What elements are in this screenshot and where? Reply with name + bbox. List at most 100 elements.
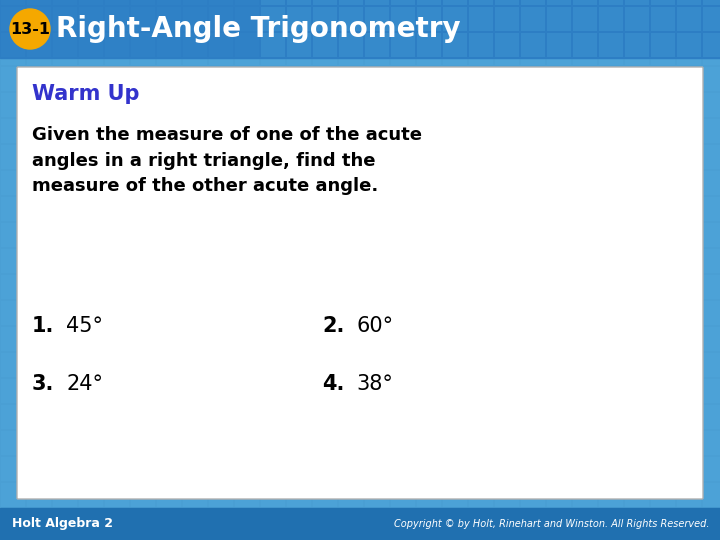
Bar bbox=[417, 93, 441, 117]
Bar bbox=[53, 249, 77, 273]
Bar bbox=[313, 67, 337, 91]
Bar bbox=[417, 249, 441, 273]
Bar bbox=[599, 119, 623, 143]
Bar bbox=[391, 405, 415, 429]
Bar bbox=[287, 145, 311, 169]
Bar bbox=[105, 457, 129, 481]
Bar bbox=[235, 93, 259, 117]
Bar bbox=[1, 327, 25, 351]
Bar bbox=[651, 275, 675, 299]
Bar bbox=[105, 275, 129, 299]
Bar bbox=[573, 301, 597, 325]
Bar bbox=[573, 405, 597, 429]
Bar bbox=[443, 379, 467, 403]
Bar bbox=[209, 431, 233, 455]
Bar bbox=[339, 67, 363, 91]
Bar bbox=[599, 7, 623, 31]
Bar bbox=[209, 457, 233, 481]
Bar bbox=[443, 119, 467, 143]
Bar bbox=[573, 457, 597, 481]
Text: 13-1: 13-1 bbox=[10, 22, 50, 37]
Bar bbox=[599, 249, 623, 273]
Bar bbox=[79, 197, 103, 221]
Bar bbox=[1, 431, 25, 455]
Bar bbox=[365, 353, 389, 377]
Bar bbox=[573, 249, 597, 273]
Text: 38°: 38° bbox=[356, 374, 393, 394]
Bar bbox=[339, 145, 363, 169]
Bar bbox=[547, 7, 571, 31]
Bar bbox=[157, 0, 181, 5]
Bar bbox=[339, 457, 363, 481]
Bar bbox=[443, 327, 467, 351]
Bar bbox=[677, 405, 701, 429]
Bar bbox=[313, 249, 337, 273]
Bar bbox=[157, 483, 181, 507]
Bar bbox=[469, 41, 493, 65]
Bar bbox=[287, 327, 311, 351]
Bar bbox=[105, 41, 129, 65]
Bar bbox=[313, 33, 337, 57]
Bar bbox=[703, 431, 720, 455]
Bar bbox=[521, 457, 545, 481]
Bar bbox=[677, 7, 701, 31]
Bar bbox=[105, 67, 129, 91]
Bar bbox=[131, 41, 155, 65]
Bar bbox=[183, 197, 207, 221]
Bar bbox=[53, 327, 77, 351]
Bar bbox=[79, 457, 103, 481]
Text: Right-Angle Trigonometry: Right-Angle Trigonometry bbox=[56, 15, 461, 43]
Bar bbox=[27, 119, 51, 143]
Bar bbox=[1, 119, 25, 143]
Bar bbox=[677, 275, 701, 299]
Bar bbox=[547, 119, 571, 143]
Bar bbox=[209, 405, 233, 429]
Bar bbox=[573, 197, 597, 221]
Bar bbox=[157, 405, 181, 429]
Bar bbox=[599, 171, 623, 195]
Bar bbox=[1, 457, 25, 481]
Bar bbox=[625, 33, 649, 57]
Bar bbox=[365, 405, 389, 429]
Bar bbox=[131, 249, 155, 273]
Bar bbox=[521, 171, 545, 195]
Bar bbox=[495, 145, 519, 169]
Bar bbox=[651, 171, 675, 195]
Text: Given the measure of one of the acute
angles in a right triangle, find the
measu: Given the measure of one of the acute an… bbox=[32, 126, 422, 195]
Bar bbox=[131, 353, 155, 377]
Bar bbox=[79, 7, 103, 31]
Bar bbox=[261, 41, 285, 65]
Bar bbox=[599, 457, 623, 481]
Bar bbox=[599, 353, 623, 377]
Text: 24°: 24° bbox=[66, 374, 103, 394]
Bar bbox=[131, 145, 155, 169]
Bar bbox=[651, 301, 675, 325]
Bar bbox=[209, 301, 233, 325]
Bar bbox=[183, 93, 207, 117]
Bar bbox=[183, 275, 207, 299]
Bar bbox=[443, 145, 467, 169]
Bar bbox=[521, 0, 545, 5]
Bar bbox=[625, 7, 649, 31]
Bar bbox=[235, 119, 259, 143]
Bar bbox=[209, 249, 233, 273]
Bar bbox=[391, 431, 415, 455]
Bar bbox=[365, 93, 389, 117]
Bar bbox=[157, 7, 181, 31]
Bar bbox=[339, 197, 363, 221]
Bar bbox=[53, 457, 77, 481]
Bar bbox=[625, 431, 649, 455]
Bar bbox=[703, 301, 720, 325]
Bar bbox=[677, 483, 701, 507]
Bar bbox=[105, 249, 129, 273]
Bar bbox=[547, 67, 571, 91]
Bar bbox=[469, 457, 493, 481]
Bar bbox=[469, 431, 493, 455]
Bar bbox=[131, 0, 155, 5]
Bar bbox=[651, 93, 675, 117]
Bar bbox=[53, 431, 77, 455]
Bar bbox=[235, 0, 259, 5]
Bar bbox=[547, 41, 571, 65]
Bar bbox=[651, 7, 675, 31]
Bar bbox=[625, 405, 649, 429]
